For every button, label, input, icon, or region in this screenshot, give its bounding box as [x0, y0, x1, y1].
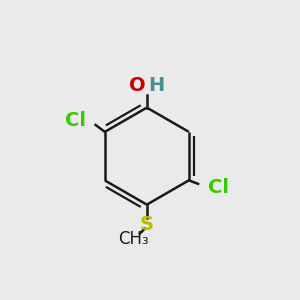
Text: S: S [140, 215, 154, 234]
Text: Cl: Cl [65, 111, 86, 130]
Text: Cl: Cl [208, 178, 230, 197]
Text: H: H [148, 76, 164, 95]
Text: O: O [129, 76, 146, 95]
Text: CH₃: CH₃ [118, 230, 148, 248]
